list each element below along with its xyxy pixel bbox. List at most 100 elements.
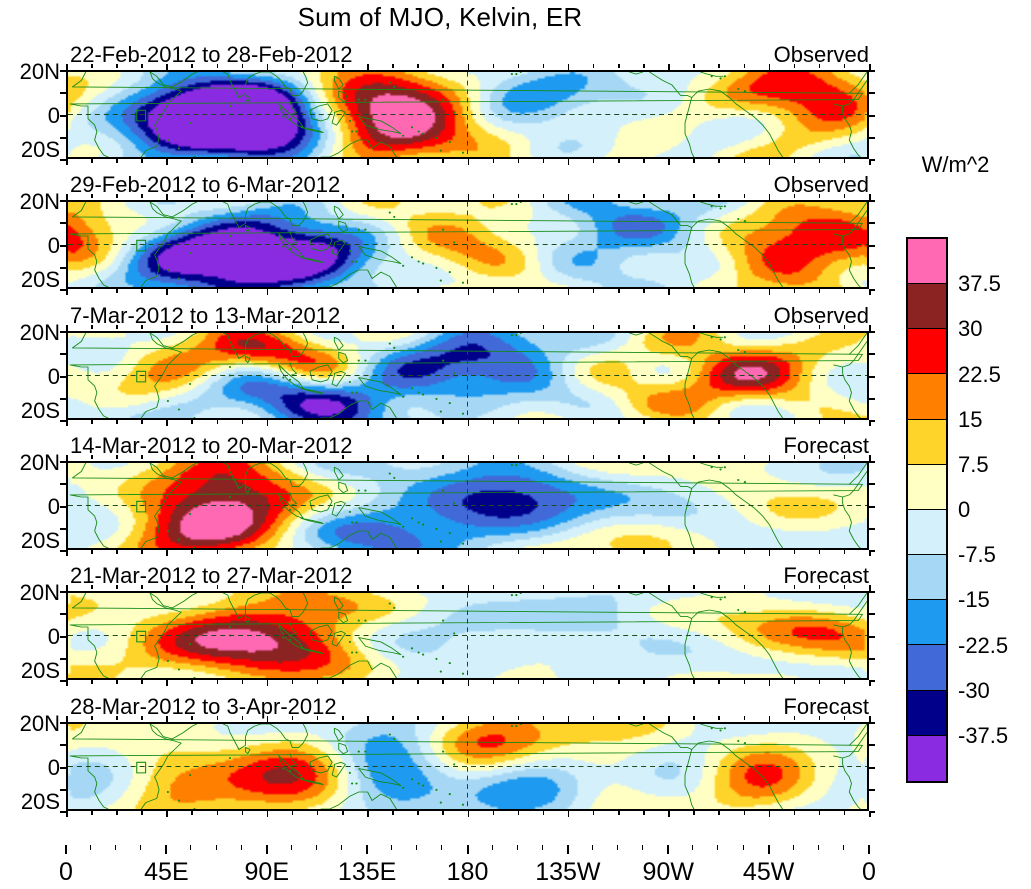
panel-edge-tick — [266, 289, 269, 295]
panel-edge-tick — [843, 194, 846, 198]
panel-edge-tick — [869, 716, 871, 722]
y-axis-tick — [869, 92, 875, 95]
coastline-path — [309, 624, 333, 643]
panel-edge-tick — [191, 550, 193, 554]
coastline-path — [300, 517, 324, 524]
coastline-layer — [69, 333, 867, 418]
island-marker — [288, 769, 292, 772]
coastline-path — [331, 370, 346, 387]
panel-edge-tick — [643, 716, 645, 720]
island-marker — [193, 285, 196, 287]
panel-edge-tick — [517, 455, 520, 459]
lake-victoria-outline — [136, 500, 147, 513]
coastline-path — [331, 239, 346, 256]
coastline-path — [333, 727, 344, 742]
panel-edge-tick — [768, 289, 771, 295]
island-marker — [350, 130, 354, 133]
y-axis-tick — [60, 461, 66, 463]
panel-edge-tick — [643, 680, 645, 684]
panel-edge-tick — [643, 585, 645, 589]
panel-edge-tick — [367, 550, 369, 556]
panel-edge-tick — [66, 585, 68, 591]
island-marker — [357, 228, 360, 231]
x-axis-tick — [240, 845, 242, 850]
island-marker — [743, 481, 747, 484]
island-marker — [348, 249, 351, 252]
panel-edge-tick — [66, 716, 68, 722]
panel-edge-tick — [316, 194, 319, 198]
panel-edge-tick — [869, 811, 871, 817]
lake-victoria-outline — [136, 761, 147, 774]
island-marker — [442, 489, 445, 492]
x-axis-tick — [566, 845, 569, 854]
panel-edge-tick — [417, 420, 419, 424]
panel-edge-tick — [442, 289, 444, 293]
panel-edge-tick — [592, 325, 595, 329]
panel-edge-tick — [91, 585, 93, 589]
island-marker — [743, 351, 747, 354]
panel-edge-tick — [342, 325, 344, 329]
panel-edge-tick — [768, 455, 771, 461]
panel-edge-tick — [116, 289, 118, 293]
panel-edge-tick — [316, 811, 319, 815]
coastline-path — [300, 256, 324, 263]
island-marker — [435, 527, 438, 530]
panel-edge-tick — [166, 194, 168, 200]
map-panel[interactable] — [66, 70, 869, 159]
coastline-path — [140, 593, 182, 678]
panel-edge-tick — [768, 194, 771, 200]
y-axis-tick — [60, 331, 66, 333]
x-axis-tick — [692, 845, 694, 850]
coastline-path — [245, 94, 251, 103]
panel-edge-tick — [442, 550, 444, 554]
panel-edge-tick — [768, 811, 771, 817]
colorbar-tick: -15 — [958, 587, 990, 613]
y-axis-label: 0 — [47, 755, 60, 780]
panel-date-range: 29-Feb-2012 to 6-Mar-2012 — [70, 172, 341, 197]
map-panel[interactable] — [66, 461, 869, 550]
panel-edge-tick — [417, 455, 419, 459]
coastline-path — [331, 761, 346, 778]
panel-edge-tick — [869, 585, 871, 591]
panel-edge-tick — [517, 811, 520, 815]
y-axis-tick — [60, 505, 66, 508]
panel-edge-tick — [869, 289, 871, 295]
panel-edge-tick — [618, 811, 620, 815]
panel-edge-tick — [266, 194, 269, 200]
island-marker — [719, 598, 722, 601]
panel-overlay — [68, 724, 867, 809]
y-axis-label: 20N — [19, 320, 60, 345]
map-panel[interactable] — [66, 722, 869, 811]
map-panel[interactable] — [66, 331, 869, 420]
island-marker — [519, 202, 522, 204]
panel-edge-tick — [91, 289, 93, 293]
coastline-path — [649, 333, 693, 359]
panel-edge-tick — [643, 159, 645, 163]
coastline-path — [700, 202, 724, 207]
coastline-path — [358, 377, 402, 396]
colorbar-tick: 30 — [958, 316, 983, 342]
panel-date-range: 7-Mar-2012 to 13-Mar-2012 — [70, 303, 341, 328]
panel-edge-tick — [392, 289, 394, 293]
island-marker — [453, 763, 456, 766]
panel-overlay — [68, 333, 867, 418]
y-axis-tick — [869, 550, 875, 552]
panel-edge-tick — [592, 420, 595, 424]
panel-edge-tick — [668, 550, 670, 556]
x-axis-tick — [792, 845, 794, 850]
map-panel[interactable] — [66, 200, 869, 289]
panel-edge-tick — [643, 420, 645, 424]
island-marker — [177, 147, 181, 150]
colorbar-unit-label: W/m^2 — [921, 152, 990, 177]
panel-edge-tick — [693, 550, 695, 554]
panel-edge-tick — [768, 550, 771, 556]
coastline-path — [300, 647, 324, 654]
panel-edge-tick — [66, 680, 68, 686]
panel-edge-tick — [843, 455, 846, 459]
panel-edge-tick — [718, 716, 720, 720]
panel-edge-tick — [442, 585, 444, 589]
panel-edge-tick — [492, 420, 495, 424]
panel-edge-tick — [116, 550, 118, 554]
map-panel[interactable] — [66, 591, 869, 680]
x-axis-tick — [190, 845, 192, 850]
